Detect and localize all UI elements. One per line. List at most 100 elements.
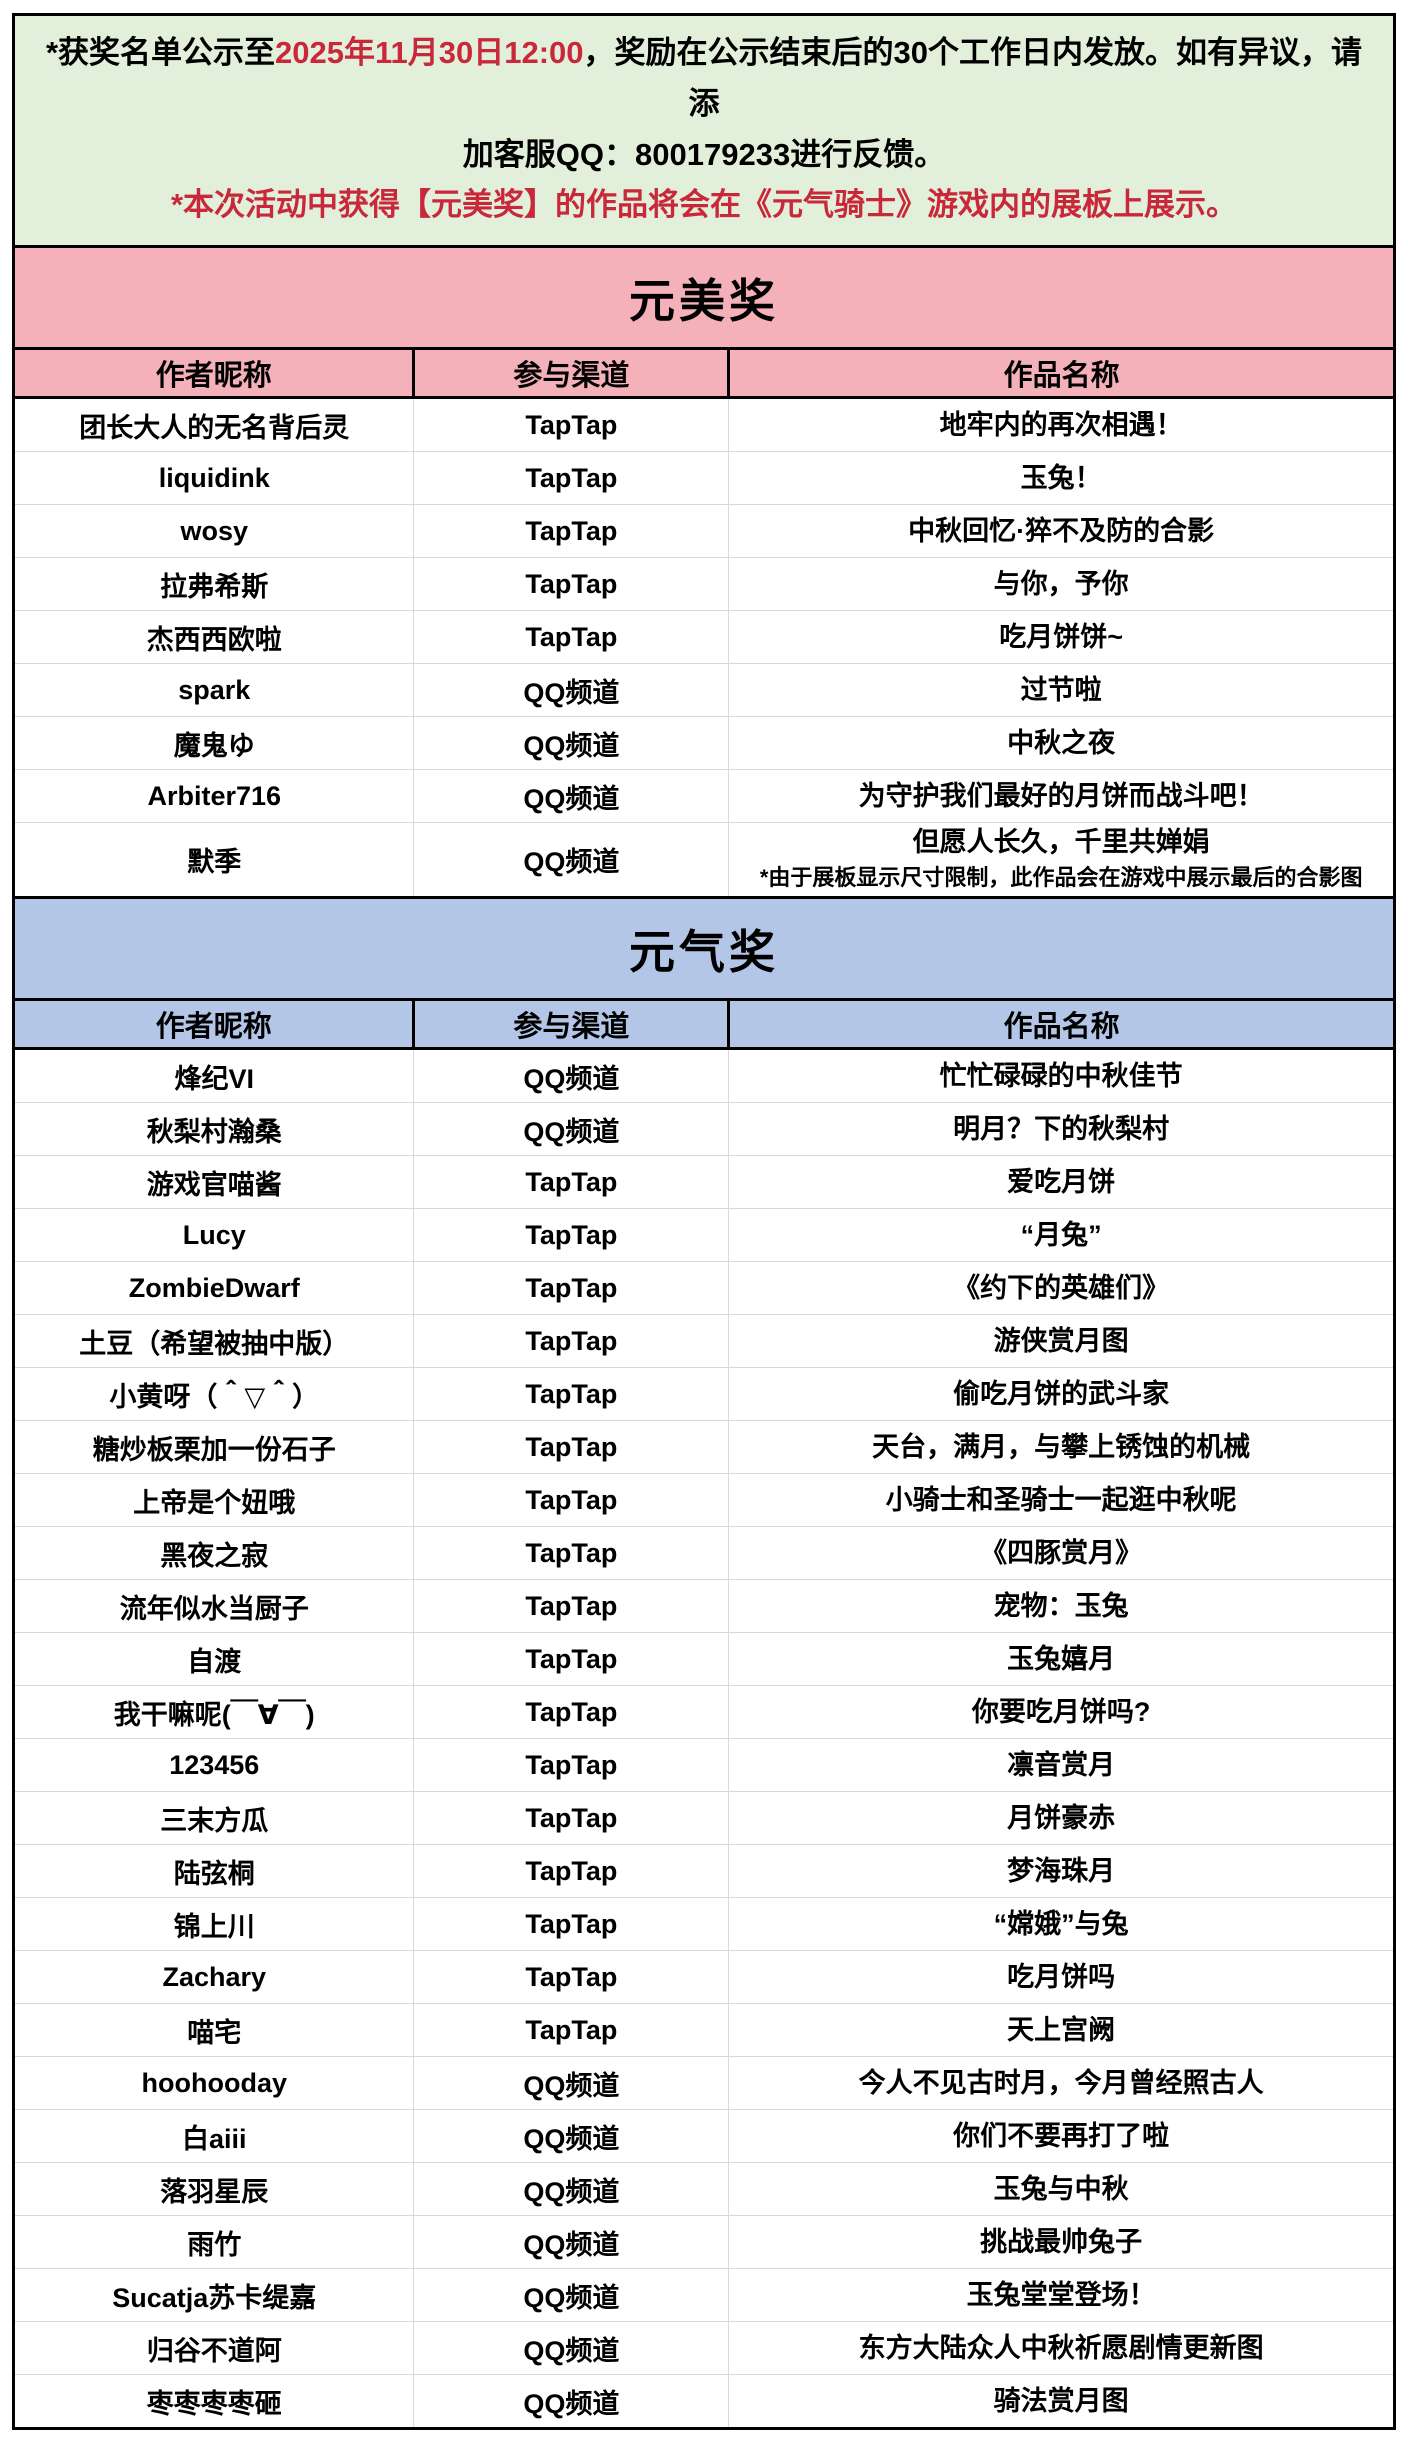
table-row: 游戏官喵酱 TapTap 爱吃月饼 [12,1155,1395,1210]
table-row: 喵宅 TapTap 天上宫阙 [12,2003,1395,2058]
channel-cell: TapTap [413,610,730,665]
section-title-yuanqi: 元气奖 [12,896,1396,1002]
work-title: 玉兔！ [1020,462,1102,493]
channel-cell: TapTap [413,504,730,559]
work-cell: 吃月饼饼~ [728,610,1395,665]
work-title: 今人不见古时月，今月曾经照古人 [858,2067,1264,2098]
work-cell: 挑战最帅兔子 [728,2215,1395,2270]
table-row: 糖炒板栗加一份石子 TapTap 天台，满月，与攀上锈蚀的机械 [12,1420,1395,1475]
work-title: “嫦娥”与兔 [993,1908,1129,1939]
section-title-yuanmei: 元美奖 [12,245,1396,351]
channel-cell: TapTap [413,1526,730,1581]
table-row: 流年似水当厨子 TapTap 宠物：玉兔 [12,1579,1395,1634]
work-title: 骑法赏月图 [993,2385,1129,2416]
work-cell: 梦海珠月 [728,1844,1395,1899]
author-cell: 雨竹 [12,2215,415,2270]
author-cell: 糖炒板栗加一份石子 [12,1420,415,1475]
table-row: Zachary TapTap 吃月饼吗 [12,1950,1395,2005]
table-row: Lucy TapTap “月兔” [12,1208,1395,1263]
channel-cell: TapTap [413,1632,730,1687]
work-title: 玉兔嬉月 [1007,1643,1116,1674]
notice-text-red: *本次活动中获得【元美奖】的作品将会在《元气骑士》游戏内的展板上展示。 [170,187,1238,223]
author-cell: 锦上川 [12,1897,415,1952]
author-cell: 自渡 [12,1632,415,1687]
channel-cell: QQ频道 [413,822,730,899]
work-title: 吃月饼饼~ [999,621,1124,652]
author-cell: 喵宅 [12,2003,415,2058]
author-cell: 黑夜之寂 [12,1526,415,1581]
work-cell: 爱吃月饼 [728,1155,1395,1210]
author-cell: wosy [12,504,415,559]
work-cell: 偷吃月饼的武斗家 [728,1367,1395,1422]
work-title: 地牢内的再次相遇！ [939,409,1183,440]
notice-text: 加客服QQ：800179233进行反馈。 [462,136,946,172]
work-cell: 月饼豪赤 [728,1791,1395,1846]
channel-cell: TapTap [413,1738,730,1793]
column-header-work: 作品名称 [727,998,1396,1051]
notice-box: *获奖名单公示至2025年11月30日12:00，奖励在公示结束后的30个工作日… [12,13,1396,249]
work-cell: 忙忙碌碌的中秋佳节 [728,1048,1395,1104]
table-row: liquidink TapTap 玉兔！ [12,451,1395,506]
author-cell: 落羽星辰 [12,2162,415,2217]
channel-cell: QQ频道 [413,1102,730,1157]
work-title: 忙忙碌碌的中秋佳节 [939,1060,1183,1091]
work-title: 玉兔与中秋 [993,2173,1129,2204]
work-title: 你们不要再打了啦 [953,2120,1170,2151]
notice-text-red: 2025年11月30日12:00 [275,35,584,70]
author-cell: 拉弗希斯 [12,557,415,612]
work-cell: 你们不要再打了啦 [728,2109,1395,2164]
author-cell: 三末方瓜 [12,1791,415,1846]
work-cell: 为守护我们最好的月饼而战斗吧！ [728,769,1395,824]
work-cell: 但愿人长久，千里共婵娟 *由于展板显示尺寸限制，此作品会在游戏中展示最后的合影图 [728,822,1395,899]
work-title: 东方大陆众人中秋祈愿剧情更新图 [858,2332,1264,2363]
notice-text: ，奖励在公示结束后的30个工作日内发放。如有异议，请添 [583,35,1363,121]
notice-line: *获奖名单公示至2025年11月30日12:00，奖励在公示结束后的30个工作日… [45,28,1363,130]
work-title: 小骑士和圣骑士一起逛中秋呢 [885,1484,1237,1515]
work-cell: “月兔” [728,1208,1395,1263]
column-header-channel: 参与渠道 [412,998,731,1051]
work-cell: 小骑士和圣骑士一起逛中秋呢 [728,1473,1395,1528]
work-title: 中秋之夜 [1007,727,1116,758]
section-title-row: 元气奖 [12,896,1396,1002]
author-cell: 游戏官喵酱 [12,1155,415,1210]
author-cell: 流年似水当厨子 [12,1579,415,1634]
channel-cell: QQ频道 [413,2268,730,2323]
table-row: 归谷不道阿 QQ频道 东方大陆众人中秋祈愿剧情更新图 [12,2321,1395,2376]
author-cell: 团长大人的无名背后灵 [12,397,415,453]
notice-line: *本次活动中获得【元美奖】的作品将会在《元气骑士》游戏内的展板上展示。 [45,180,1363,231]
author-cell: spark [12,663,415,718]
work-title: 宠物：玉兔 [993,1590,1129,1621]
channel-cell: TapTap [413,1685,730,1740]
author-cell: Arbiter716 [12,769,415,824]
work-cell: 地牢内的再次相遇！ [728,397,1395,453]
table-row: 123456 TapTap 凛音赏月 [12,1738,1395,1793]
column-header-author: 作者昵称 [11,347,416,400]
author-cell: 土豆（希望被抽中版） [12,1314,415,1369]
notice-text: *获奖名单公示至 [45,35,276,70]
author-cell: 秋梨村瀚桑 [12,1102,415,1157]
author-cell: Sucatja苏卡缇嘉 [12,2268,415,2323]
author-cell: 我干嘛呢(￣∀￣) [12,1685,415,1740]
work-cell: 与你，予你 [728,557,1395,612]
table-row: 团长大人的无名背后灵 TapTap 地牢内的再次相遇！ [12,397,1395,453]
table-row: 黑夜之寂 TapTap 《四豚赏月》 [12,1526,1395,1581]
channel-cell: TapTap [413,1473,730,1528]
work-title: 《约下的英雄们》 [953,1272,1170,1303]
channel-cell: QQ频道 [413,716,730,771]
table-row: 杰西西欧啦 TapTap 吃月饼饼~ [12,610,1395,665]
work-title: 天上宫阙 [1007,2014,1116,2045]
work-title: 月饼豪赤 [1007,1802,1116,1833]
work-title: 凛音赏月 [1007,1749,1116,1780]
table-row: 秋梨村瀚桑 QQ频道 明月？下的秋梨村 [12,1102,1395,1157]
work-cell: 吃月饼吗 [728,1950,1395,2005]
column-header-author: 作者昵称 [11,998,416,1051]
author-cell: 白aiii [12,2109,415,2164]
work-cell: 天台，满月，与攀上锈蚀的机械 [728,1420,1395,1475]
work-title: 中秋回忆·猝不及防的合影 [908,515,1215,546]
work-cell: 《四豚赏月》 [728,1526,1395,1581]
work-title: 过节啦 [1020,674,1102,705]
author-cell: 陆弦桐 [12,1844,415,1899]
author-cell: 枣枣枣枣砸 [12,2374,415,2430]
work-title: 为守护我们最好的月饼而战斗吧！ [858,780,1264,811]
